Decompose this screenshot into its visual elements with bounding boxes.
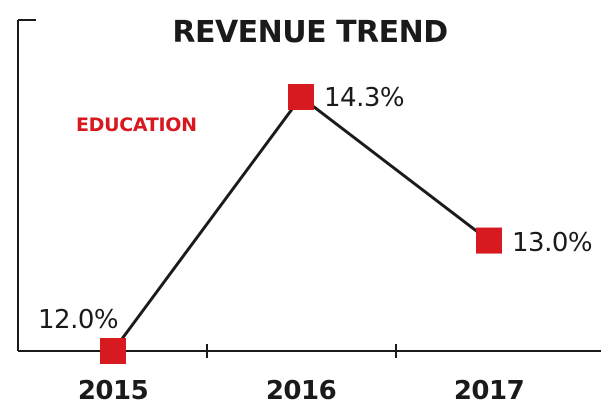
series: 12.0% 14.3% 13.0% xyxy=(38,83,593,364)
axes xyxy=(17,19,601,352)
x-tick-label-2016: 2016 xyxy=(266,376,336,406)
data-label-2017: 13.0% xyxy=(512,228,592,258)
chart-annotation: EDUCATION xyxy=(76,114,197,136)
x-tick-label-2017: 2017 xyxy=(454,376,524,406)
x-tick-label-2015: 2015 xyxy=(78,376,148,406)
data-label-2015: 12.0% xyxy=(38,305,118,335)
chart-title: REVENUE TREND xyxy=(172,15,447,50)
data-point-2015 xyxy=(100,338,126,364)
x-ticks xyxy=(206,344,397,358)
data-label-2016: 14.3% xyxy=(324,83,404,113)
x-tick-labels: 2015 2016 2017 xyxy=(78,376,525,406)
data-point-2016 xyxy=(288,84,314,110)
data-point-2017 xyxy=(476,227,502,254)
